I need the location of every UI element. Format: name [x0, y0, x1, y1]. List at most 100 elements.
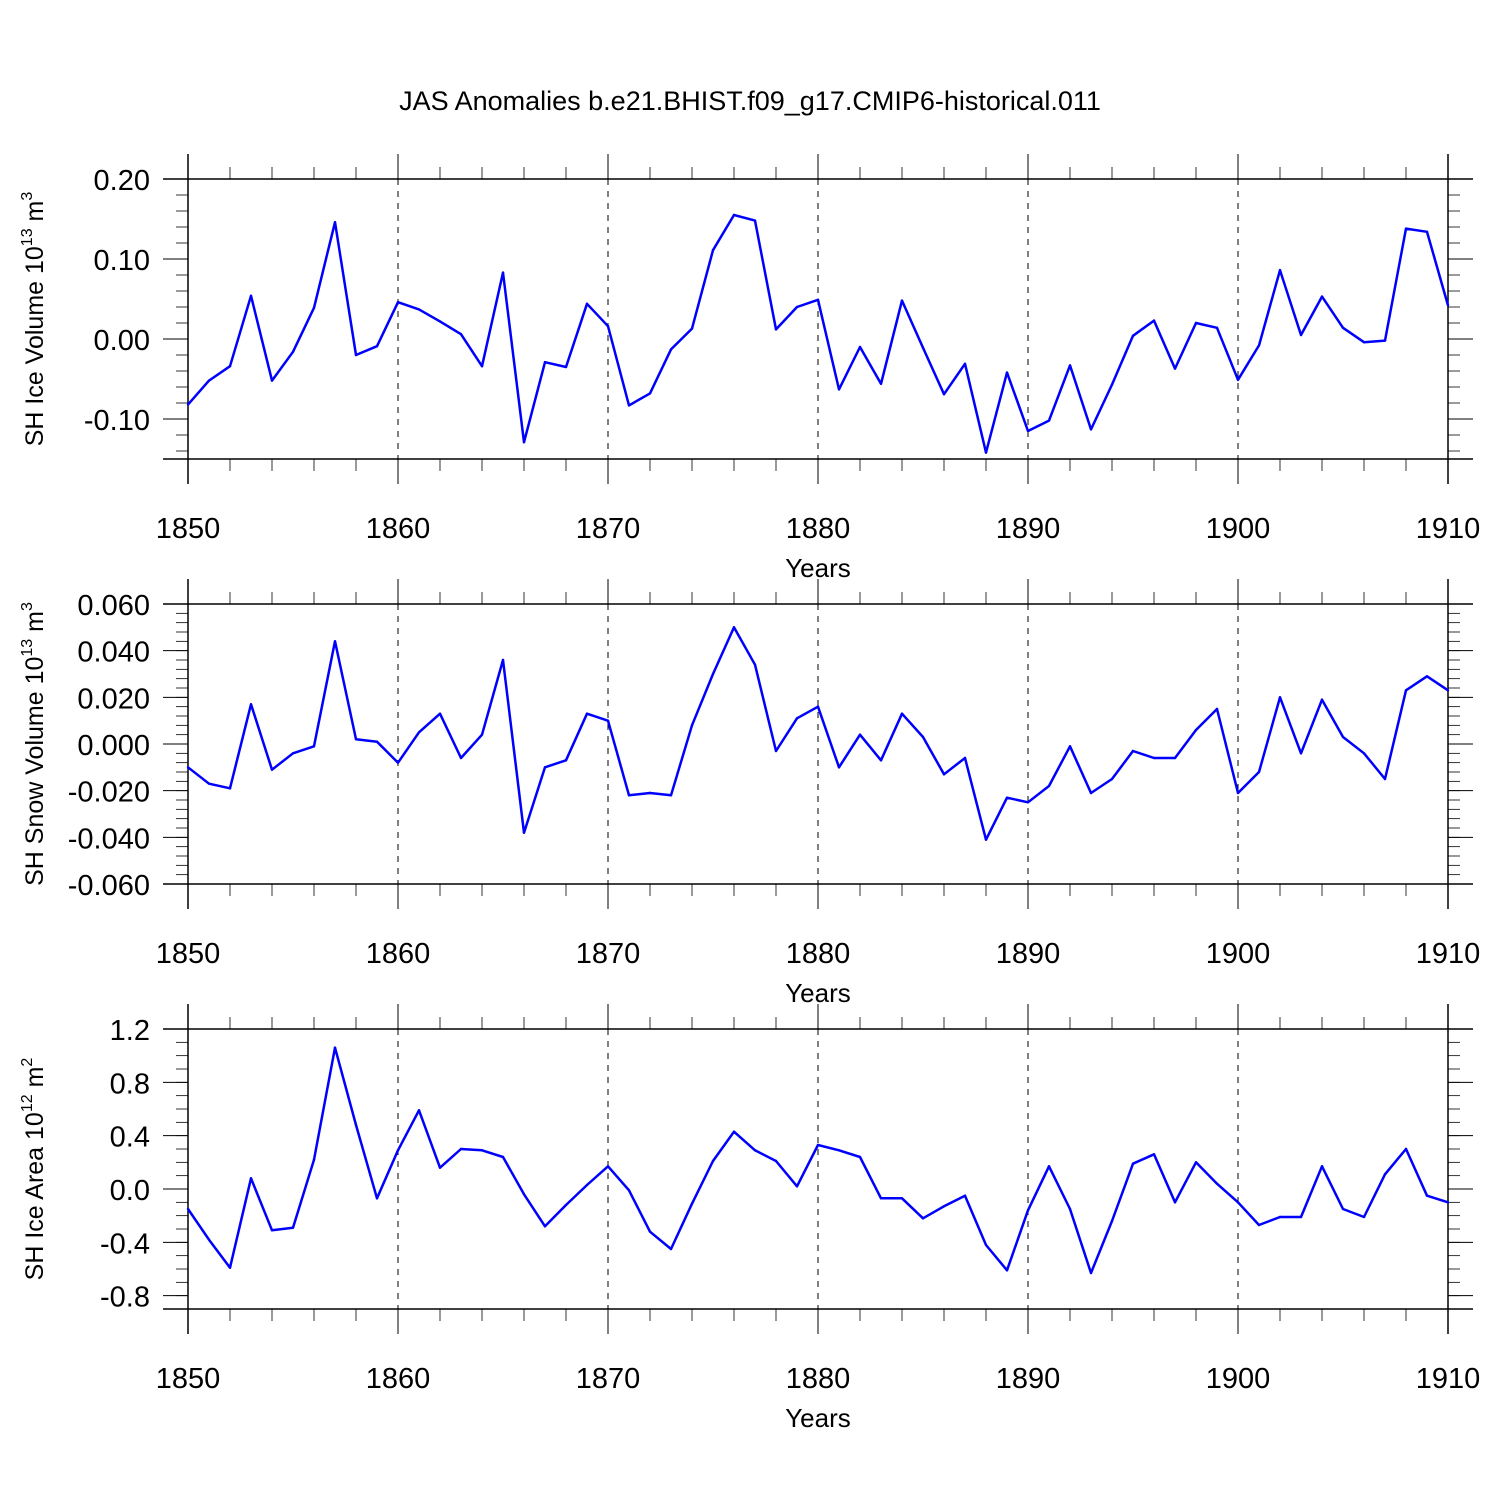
- panel1-data-point: [669, 348, 673, 351]
- panel1-data-point: [1299, 333, 1303, 337]
- panel1-data-point: [1005, 371, 1009, 374]
- panel2-y-tick-label: -0.060: [68, 870, 150, 902]
- panel1-data-point: [186, 403, 190, 406]
- panel3-data-point: [207, 1238, 211, 1241]
- panel3-data-point: [417, 1109, 421, 1112]
- panel2-y-tick-label: -0.020: [68, 777, 150, 809]
- panel3-data-point: [774, 1159, 778, 1163]
- panel2-data-point: [963, 756, 967, 760]
- panel3-data-point: [942, 1205, 946, 1208]
- panel2-data-point: [375, 740, 379, 743]
- panel1-series-line: [187, 213, 1450, 454]
- panel2-data-point: [291, 752, 295, 755]
- panel1-x-tick-label: 1870: [576, 513, 641, 545]
- panel1-y-tick-label: 0.20: [94, 165, 150, 197]
- panel1-data-point: [543, 361, 547, 364]
- panel1-data-point: [459, 333, 463, 336]
- panel2-data-point: [711, 672, 715, 676]
- panel1-data-point: [522, 441, 526, 444]
- panel2-data-point: [1278, 696, 1282, 699]
- panel1-y-tick-label: 0.00: [94, 325, 150, 357]
- panel1-data-point: [858, 345, 862, 349]
- panel2-data-point: [333, 640, 337, 643]
- panel1-data-point: [1089, 428, 1093, 431]
- panel3-data-point: [1068, 1207, 1072, 1211]
- panel3-data-point: [732, 1130, 736, 1133]
- panel2-data-point: [1215, 707, 1219, 711]
- panel3-data-point: [1131, 1162, 1135, 1165]
- panel3-data-point: [522, 1193, 526, 1196]
- panel2-x-axis-title: Years: [785, 978, 851, 1008]
- panel1-x-axis-title: Years: [785, 553, 851, 583]
- panel3-data-point: [501, 1155, 505, 1159]
- panel3-data-point: [270, 1229, 274, 1232]
- panel1-data-point: [1215, 326, 1219, 329]
- panel2-data-point: [816, 705, 820, 708]
- panel3-data-point: [816, 1143, 820, 1147]
- panel2-data-point: [1299, 752, 1303, 755]
- panel2-data-point: [984, 838, 988, 841]
- panel2-data-point: [480, 733, 484, 736]
- panel2-data-point: [648, 791, 652, 795]
- panel2-data-point: [1026, 801, 1030, 804]
- panel1-data-point: [795, 305, 799, 309]
- panel1-data-point: [438, 320, 442, 323]
- panel3-data-point: [354, 1123, 358, 1127]
- panel3-x-tick-label: 1870: [576, 1363, 641, 1395]
- panel1-data-point: [690, 327, 694, 330]
- panel3-data-point: [900, 1197, 904, 1200]
- panel2-y-tick-label: 0.060: [77, 590, 150, 622]
- panel2-x-tick-label: 1860: [366, 938, 431, 970]
- panel3-x-tick-label: 1890: [996, 1363, 1061, 1395]
- panel3-data-point: [1383, 1173, 1387, 1176]
- panel3-data-point: [564, 1203, 568, 1207]
- panel2-data-point: [1383, 777, 1387, 781]
- panel3-y-tick-label: 0.4: [110, 1122, 150, 1154]
- panel3-x-tick-label: 1910: [1416, 1363, 1481, 1395]
- panel2-data-point: [564, 759, 568, 762]
- panel2-data-point: [732, 626, 736, 629]
- panel1-data-point: [1026, 429, 1030, 433]
- panel3-data-point: [1005, 1269, 1009, 1272]
- panel1-data-point: [732, 213, 736, 217]
- panel1-data-point: [1278, 269, 1282, 272]
- panel2-data-point: [585, 712, 589, 715]
- panel1-data-point: [501, 271, 505, 274]
- panel1-data-point: [1110, 383, 1114, 386]
- panel1-data-point: [1047, 419, 1051, 422]
- y-axis-title-superscript: 13: [19, 228, 36, 246]
- panel1-data-point: [921, 346, 925, 349]
- panel3-data-point: [690, 1202, 694, 1205]
- panel3-data-point: [480, 1149, 484, 1152]
- panel1-data-point: [879, 382, 883, 385]
- panel2-x-tick-label: 1880: [786, 938, 851, 970]
- panel1-data-point: [480, 365, 484, 368]
- panel3-data-point: [312, 1158, 316, 1161]
- panel2-data-point: [1404, 689, 1408, 692]
- panel1-data-point: [333, 221, 337, 224]
- panel3-data-point: [963, 1194, 967, 1197]
- panel3-data-point: [837, 1149, 841, 1152]
- panel1-data-point: [1320, 295, 1324, 298]
- panel1-data-point: [1257, 344, 1261, 347]
- panel3-data-point: [1278, 1215, 1282, 1219]
- panel2-data-point: [1047, 784, 1051, 788]
- panel1-data-point: [249, 294, 253, 297]
- panel3-data-point: [1236, 1201, 1240, 1204]
- panel3-y-axis-title: SH Ice Area 1012 m2: [19, 1058, 49, 1281]
- panel2-data-point: [921, 735, 925, 739]
- panel2-data-point: [1068, 745, 1072, 748]
- panel2-data-point: [690, 724, 694, 727]
- panel3-data-point: [249, 1177, 253, 1180]
- panel3-data-point: [1404, 1147, 1408, 1151]
- panel1-data-point: [1194, 321, 1198, 325]
- panel2-data-point: [1320, 698, 1324, 701]
- y-axis-title-superscript: 13: [19, 639, 36, 657]
- panel3-data-point: [1047, 1165, 1051, 1168]
- panel2-data-point: [858, 733, 862, 736]
- panel3-data-point: [753, 1149, 757, 1152]
- panel3-data-point: [1110, 1219, 1114, 1223]
- panel1-x-tick-label: 1910: [1416, 513, 1481, 545]
- panel2-data-point: [1089, 791, 1093, 795]
